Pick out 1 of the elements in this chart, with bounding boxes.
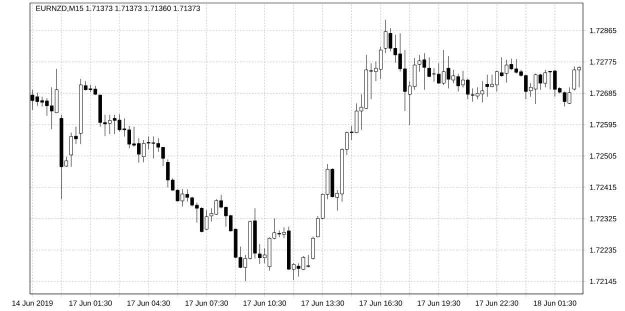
candlestick: [311, 236, 315, 260]
